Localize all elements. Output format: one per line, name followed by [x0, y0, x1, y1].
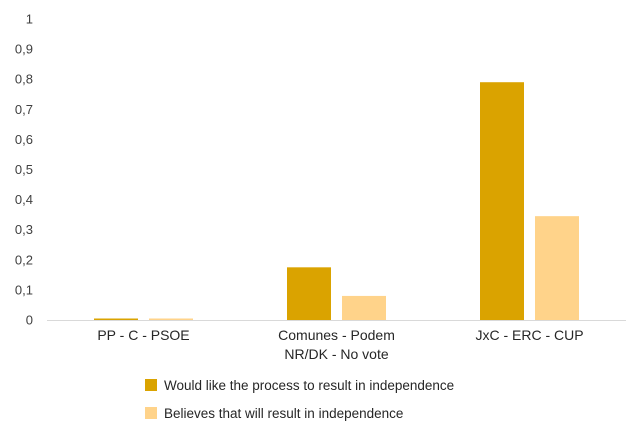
y-tick-label: 0,3 [15, 222, 33, 237]
legend-label: Believes that will result in independenc… [164, 406, 403, 421]
y-tick-label: 0,9 [15, 42, 33, 57]
bar-series-2-category-1 [149, 318, 193, 320]
bars [94, 82, 579, 321]
bar-series-2-category-2 [342, 295, 386, 320]
legend: Would like the process to result in inde… [145, 378, 454, 421]
x-category-label: NR/DK - No vote [284, 346, 388, 362]
y-tick-label: 0,7 [15, 102, 33, 117]
y-tick-label: 1 [26, 12, 33, 27]
bar-series-1-category-2 [287, 267, 331, 320]
x-category-label: Comunes - Podem [278, 327, 395, 343]
bar-series-2-category-3 [535, 216, 579, 320]
y-axis-ticks: 0 0,1 0,2 0,3 0,4 0,5 0,6 0,7 0,8 0,9 1 [15, 12, 33, 328]
y-tick-label: 0,6 [15, 132, 33, 147]
y-tick-label: 0,8 [15, 72, 33, 87]
y-tick-label: 0,2 [15, 252, 33, 267]
x-axis-category-labels: PP - C - PSOE Comunes - Podem NR/DK - No v… [97, 327, 583, 362]
legend-swatch [145, 379, 157, 391]
legend-label: Would like the process to result in inde… [164, 378, 454, 393]
y-tick-label: 0,5 [15, 162, 33, 177]
y-tick-label: 0 [26, 313, 33, 328]
bar-series-1-category-1 [94, 318, 138, 320]
legend-swatch [145, 407, 157, 419]
x-category-label: JxC - ERC - CUP [475, 327, 583, 343]
x-category-label: PP - C - PSOE [97, 327, 189, 343]
y-tick-label: 0,4 [15, 192, 33, 207]
y-tick-label: 0,1 [15, 282, 33, 297]
bar-series-1-category-3 [480, 82, 524, 321]
